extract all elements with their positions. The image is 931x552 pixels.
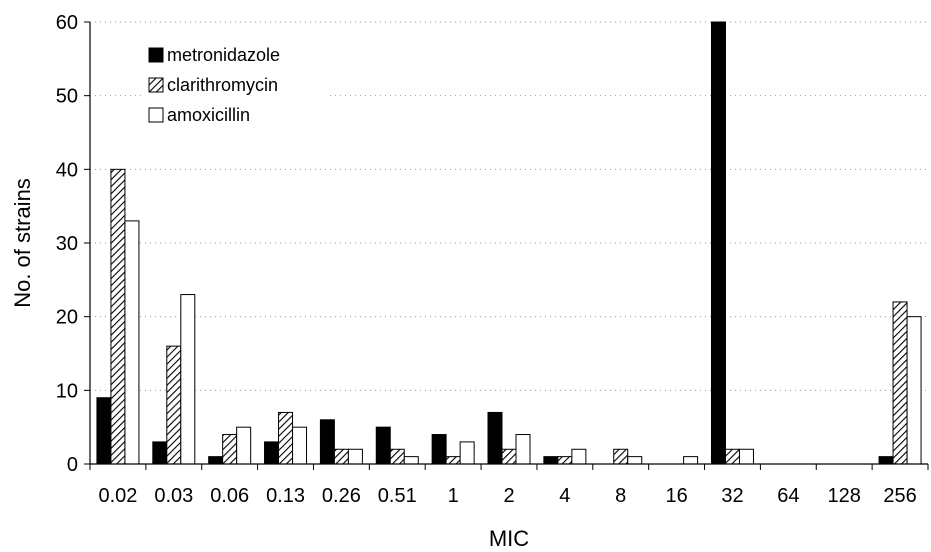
bar-clarithromycin-0.13 (278, 411, 294, 465)
bar-metronidazole-256 (878, 456, 894, 465)
bar-amoxicillin-16 (683, 456, 699, 465)
bar-clarithromycin-1 (445, 456, 461, 465)
bar-metronidazole-2 (487, 411, 503, 465)
bar-clarithromycin-4 (557, 456, 573, 465)
bars (96, 21, 922, 465)
bar-amoxicillin-0.02 (124, 220, 140, 465)
bar-metronidazole-0.51 (375, 426, 391, 465)
legend-swatch-clarithromycin (148, 77, 164, 93)
bar-clarithromycin-0.03 (166, 345, 182, 465)
bar-metronidazole-32 (710, 21, 726, 465)
x-tick-label: 2 (503, 485, 514, 507)
legend: metronidazole clarithromycin amoxicillin (142, 40, 327, 136)
y-tick-label: 30 (56, 233, 78, 255)
x-axis-title: MIC (489, 526, 529, 551)
y-tick-label: 50 (56, 86, 78, 108)
x-tick-label: 8 (615, 485, 626, 507)
legend-label-clarithromycin: clarithromycin (167, 75, 278, 95)
legend-box (142, 40, 327, 136)
bar-amoxicillin-8 (627, 456, 643, 465)
legend-label-amoxicillin: amoxicillin (167, 105, 250, 125)
x-tick-label: 64 (777, 485, 799, 507)
axes (89, 22, 929, 470)
legend-swatch-metronidazole (148, 47, 164, 63)
x-tick-label: 256 (883, 485, 916, 507)
legend-label-metronidazole: metronidazole (167, 45, 280, 65)
gridlines (84, 21, 928, 465)
bar-amoxicillin-0.03 (180, 294, 196, 465)
bar-amoxicillin-0.26 (347, 448, 363, 465)
bar-metronidazole-0.13 (264, 441, 280, 465)
x-tick-label: 4 (559, 485, 570, 507)
bar-clarithromycin-2 (501, 448, 517, 465)
bar-amoxicillin-256 (906, 316, 922, 465)
bar-clarithromycin-0.51 (389, 448, 405, 465)
x-tick-label: 0.03 (154, 485, 193, 507)
y-tick-labels: 0 10 20 30 40 50 60 (56, 12, 78, 476)
bar-amoxicillin-0.13 (292, 426, 308, 465)
x-tick-label: 0.13 (266, 485, 305, 507)
y-tick-label: 20 (56, 307, 78, 329)
bar-amoxicillin-4 (571, 448, 587, 465)
bar-amoxicillin-2 (515, 434, 531, 465)
y-tick-label: 40 (56, 159, 78, 181)
bar-amoxicillin-0.06 (236, 426, 252, 465)
bar-clarithromycin-32 (724, 448, 740, 465)
bar-amoxicillin-1 (459, 441, 475, 465)
bar-clarithromycin-0.06 (222, 434, 238, 465)
x-tick-label: 128 (828, 485, 861, 507)
x-tick-label: 16 (665, 485, 687, 507)
bar-metronidazole-0.06 (208, 456, 224, 465)
bar-clarithromycin-256 (892, 301, 908, 465)
x-tick-labels: 0.02 0.03 0.06 0.13 0.26 0.51 1 2 4 8 16 32 64 128 256 (98, 485, 916, 507)
bar-metronidazole-0.02 (96, 397, 112, 465)
x-tick-label: 0.02 (98, 485, 137, 507)
x-tick-label: 0.51 (378, 485, 417, 507)
bar-amoxicillin-32 (738, 448, 754, 465)
bar-metronidazole-0.26 (319, 419, 335, 465)
y-tick-label: 10 (56, 380, 78, 402)
x-tick-label: 0.06 (210, 485, 249, 507)
y-axis-title: No. of strains (10, 178, 35, 308)
bar-metronidazole-0.03 (152, 441, 168, 465)
bar-clarithromycin-0.02 (110, 168, 126, 465)
bar-clarithromycin-0.26 (333, 448, 349, 465)
bar-amoxicillin-0.51 (403, 456, 419, 465)
bar-metronidazole-4 (543, 456, 559, 465)
x-tick-label: 1 (448, 485, 459, 507)
legend-swatch-amoxicillin (148, 107, 164, 123)
x-tick-label: 32 (721, 485, 743, 507)
y-tick-label: 0 (67, 454, 78, 476)
y-tick-label: 60 (56, 12, 78, 34)
bar-metronidazole-1 (431, 434, 447, 465)
bar-clarithromycin-8 (613, 448, 629, 465)
x-tick-label: 0.26 (322, 485, 361, 507)
